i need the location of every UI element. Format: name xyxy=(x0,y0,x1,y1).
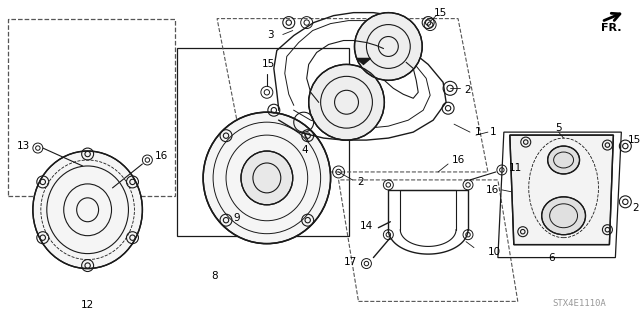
Text: 14: 14 xyxy=(360,221,373,231)
Ellipse shape xyxy=(203,112,331,244)
Text: 9: 9 xyxy=(234,213,240,223)
Text: 10: 10 xyxy=(487,247,500,257)
Polygon shape xyxy=(510,135,613,244)
Ellipse shape xyxy=(541,197,586,235)
Polygon shape xyxy=(356,59,371,64)
Circle shape xyxy=(308,64,385,140)
Text: FR.: FR. xyxy=(602,23,622,33)
Text: 1: 1 xyxy=(490,127,496,137)
Text: 15: 15 xyxy=(262,60,275,69)
Text: 2: 2 xyxy=(465,85,471,95)
Ellipse shape xyxy=(548,146,580,174)
Text: 2: 2 xyxy=(632,203,639,213)
Text: 16: 16 xyxy=(451,155,465,165)
Text: 16: 16 xyxy=(155,151,168,161)
Text: STX4E1110A: STX4E1110A xyxy=(553,299,607,308)
Ellipse shape xyxy=(241,151,292,205)
Bar xyxy=(177,48,349,236)
Text: 5: 5 xyxy=(556,123,562,133)
Text: 13: 13 xyxy=(17,141,31,151)
Text: 11: 11 xyxy=(509,163,522,173)
Text: 16: 16 xyxy=(486,185,500,195)
Text: 12: 12 xyxy=(81,300,94,310)
Circle shape xyxy=(355,12,422,80)
Text: 2: 2 xyxy=(357,177,364,187)
Bar xyxy=(8,19,175,196)
Text: 8: 8 xyxy=(211,270,218,281)
Text: 1: 1 xyxy=(475,127,481,137)
Text: 17: 17 xyxy=(344,257,357,267)
Text: 6: 6 xyxy=(548,252,555,263)
Text: 3: 3 xyxy=(268,29,274,40)
Text: 15: 15 xyxy=(433,8,447,18)
Text: 15: 15 xyxy=(628,135,640,145)
Text: 4: 4 xyxy=(301,145,308,155)
Ellipse shape xyxy=(33,151,142,268)
